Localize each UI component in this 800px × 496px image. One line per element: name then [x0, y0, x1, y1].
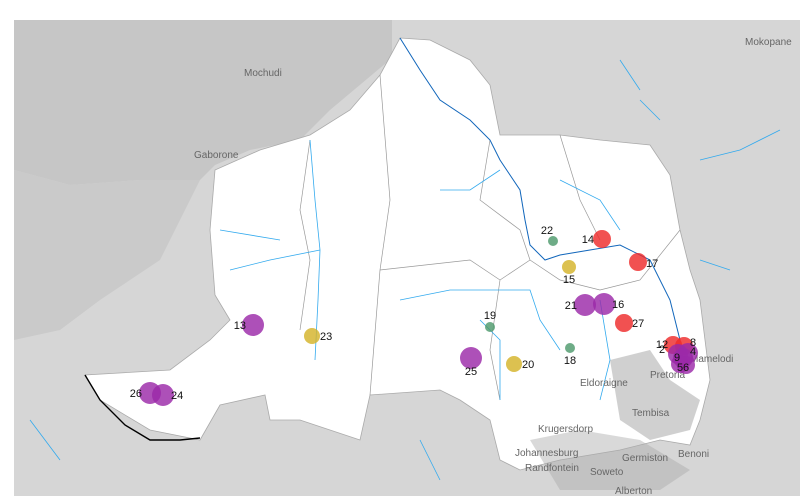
site-marker: [629, 253, 647, 271]
site-label: 18: [564, 355, 576, 367]
place-name: Mokopane: [745, 37, 792, 48]
place-name: Krugersdorp: [538, 424, 593, 435]
site-label: 8: [690, 337, 696, 349]
site-label: 5: [677, 362, 683, 374]
site-label: 12: [656, 339, 668, 351]
site-label: 22: [541, 225, 553, 237]
site-label: 26: [130, 388, 142, 400]
catchment-area: [84, 37, 711, 471]
site-label: 2: [659, 344, 665, 356]
boundary: [84, 374, 201, 441]
site-label: 14: [582, 234, 594, 246]
site-marker: [593, 293, 615, 315]
site-marker: [562, 260, 576, 274]
sub-catchments: [299, 74, 681, 401]
site-label: 25: [465, 366, 477, 378]
site-label: 15: [563, 274, 575, 286]
site-label: 19: [484, 310, 496, 322]
site-marker: [548, 236, 558, 246]
site-label: 21: [565, 300, 577, 312]
site-marker: [485, 322, 495, 332]
place-name: Tembisa: [632, 408, 670, 419]
place-name: Pretoria: [650, 370, 685, 381]
urban-areas: [530, 350, 700, 490]
site-label: 24: [171, 390, 183, 402]
neighbour-region: [14, 20, 392, 185]
site-label: 6: [683, 362, 689, 374]
site-label: 4: [690, 346, 696, 358]
site-marker: [677, 356, 695, 374]
site-label: 9: [674, 352, 680, 364]
site-marker: [574, 294, 596, 316]
site-marker: [506, 356, 522, 372]
place-name: Johannesburg: [515, 448, 578, 459]
site-marker: [304, 328, 320, 344]
site-marker: [615, 314, 633, 332]
place-name: Germiston: [622, 453, 668, 464]
site-marker: [242, 314, 264, 336]
place-name: Benoni: [678, 449, 709, 460]
place-name: Eldoraigne: [580, 378, 628, 389]
site-marker: [460, 347, 482, 369]
place-name: Mochudi: [244, 68, 282, 79]
site-label: 20: [522, 359, 534, 371]
site-marker: [565, 343, 575, 353]
neighbour-region: [14, 170, 200, 340]
site-label: 16: [612, 299, 624, 311]
site-marker: [152, 384, 174, 406]
site-label: 23: [320, 331, 332, 343]
place-name: Randfontein: [525, 463, 579, 474]
site-label: 13: [234, 320, 246, 332]
place-name: Gaborone: [194, 150, 239, 161]
site-marker: [593, 230, 611, 248]
place-name: Mamelodi: [690, 354, 733, 365]
place-name: Alberton: [615, 486, 652, 496]
site-label: 17: [646, 258, 658, 270]
site-label: 27: [632, 318, 644, 330]
place-name: Soweto: [590, 467, 624, 478]
